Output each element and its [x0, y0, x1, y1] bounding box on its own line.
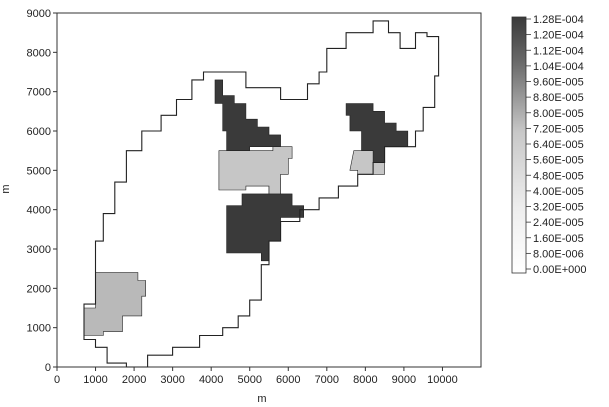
x-axis-label: m	[257, 393, 266, 405]
y-tick-label: 6000	[27, 126, 51, 138]
x-tick-label: 9000	[392, 374, 416, 386]
y-tick-label: 0	[45, 362, 51, 374]
y-tick-label: 2000	[27, 283, 51, 295]
x-tick-label: 8000	[353, 374, 377, 386]
x-tick-label: 7000	[315, 374, 339, 386]
legend-label: 1.28E-004	[533, 14, 584, 26]
x-tick-label: 0	[54, 374, 60, 386]
legend-label: 1.20E-004	[533, 30, 584, 42]
x-tick-label: 1000	[83, 374, 107, 386]
legend-label: 9.60E-005	[533, 77, 584, 89]
legend-label: 7.20E-005	[533, 123, 584, 135]
value-region-1	[214, 79, 281, 151]
y-axis-label: m	[0, 184, 12, 193]
legend-label: 8.00E-005	[533, 108, 584, 120]
domain-boundary-line	[83, 20, 440, 368]
y-tick-label: 3000	[27, 244, 51, 256]
x-tick-label: 2000	[122, 374, 146, 386]
legend-labels: 1.28E-004 1.20E-004 1.12E-004 1.04E-004 9.60…	[526, 14, 587, 276]
legend-label: 8.00E-006	[533, 248, 584, 260]
legend-label: 3.20E-005	[533, 202, 584, 214]
legend-label: 2.40E-005	[533, 217, 584, 229]
legend-colorbar	[511, 16, 527, 274]
legend-label: 6.40E-005	[533, 139, 584, 151]
y-tick-label: 8000	[27, 47, 51, 59]
model-boundary	[83, 20, 440, 368]
y-tick-label: 1000	[27, 323, 51, 335]
x-tick-label: 4000	[199, 374, 223, 386]
x-tick-label: 3000	[160, 374, 184, 386]
x-tick-label: 10000	[427, 374, 458, 386]
y-axis-ticks: 0 1000 2000 3000 4000 5000 6000 7000 8000 9000	[27, 8, 57, 374]
value-region-5	[349, 150, 385, 175]
legend-label: 8.80E-005	[533, 92, 584, 104]
x-axis-ticks: 0 1000 2000 3000 4000 5000 6000 7000 8000 9000 100…	[54, 367, 458, 386]
legend-label: 5.60E-005	[533, 155, 584, 167]
y-tick-label: 9000	[27, 8, 51, 20]
legend-label: 1.60E-005	[533, 233, 584, 245]
x-tick-label: 6000	[276, 374, 300, 386]
y-tick-label: 5000	[27, 165, 51, 177]
legend-label: 4.80E-005	[533, 170, 584, 182]
legend-label: 0.00E+000	[533, 264, 587, 276]
legend-label: 1.12E-004	[533, 45, 584, 57]
legend-label: 4.00E-005	[533, 186, 584, 198]
value-regions	[83, 79, 409, 336]
y-tick-label: 4000	[27, 205, 51, 217]
y-tick-label: 7000	[27, 87, 51, 99]
legend-label: 1.04E-004	[533, 61, 584, 73]
x-tick-label: 5000	[237, 374, 261, 386]
value-region-4	[218, 146, 293, 195]
